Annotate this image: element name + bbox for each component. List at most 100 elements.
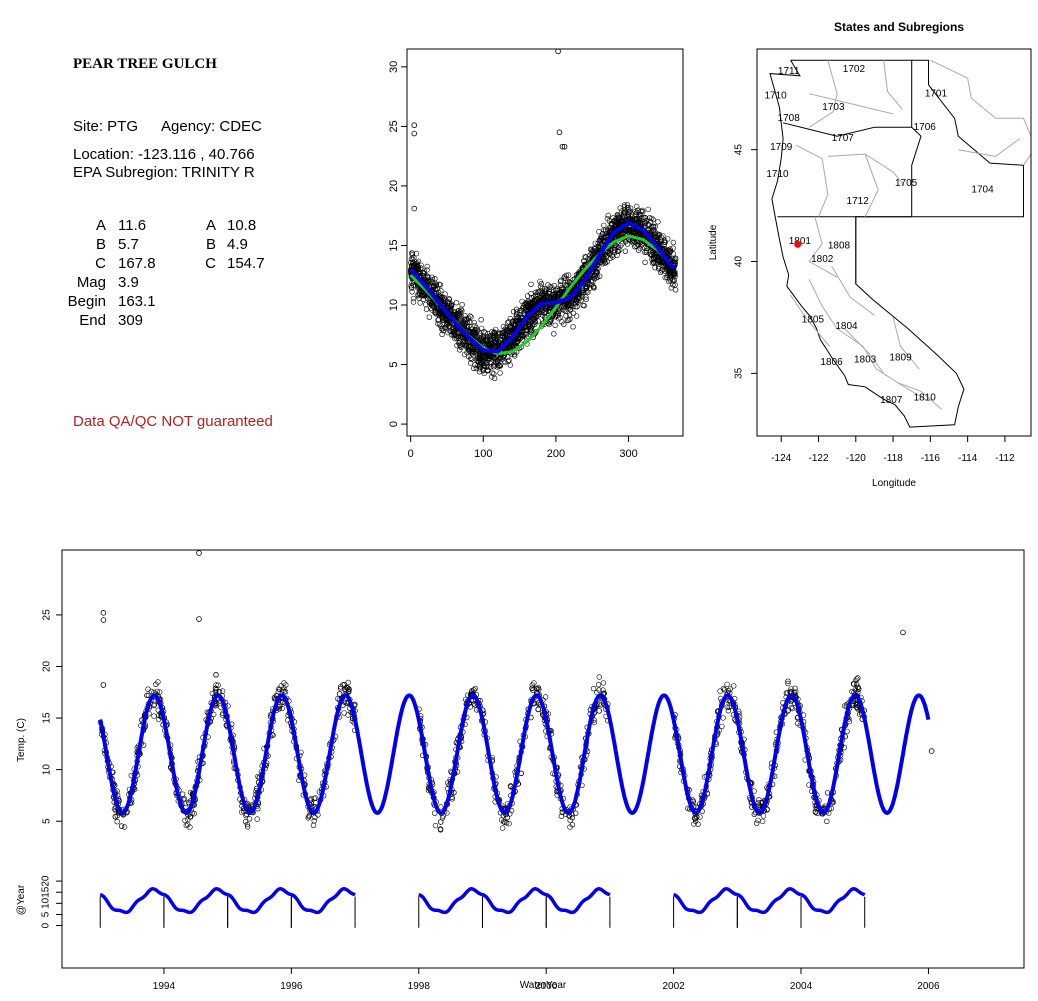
subregion-boundary: [844, 328, 885, 374]
data-point: [484, 368, 491, 374]
data-point: [495, 330, 501, 337]
temperature-timeseries-plot: 1994 1996 1998 2000 2002 2004 2006510152025Wat…: [16, 549, 1025, 992]
data-point: [615, 248, 622, 255]
data-point: [655, 266, 662, 272]
param-left-value: 309: [118, 312, 144, 329]
data-point: [464, 317, 470, 323]
annual-curve: [163, 887, 229, 915]
data-point: [460, 321, 467, 327]
data-point: [667, 277, 673, 284]
data-point: [591, 276, 598, 282]
data-point: [414, 262, 420, 269]
y-tick-label: 10: [42, 764, 53, 776]
data-point: [528, 281, 534, 287]
data-point: [481, 370, 487, 377]
y-tick-label: 25: [388, 120, 400, 132]
data-point: [595, 265, 601, 272]
data-point: [118, 823, 125, 829]
data-point: [600, 238, 607, 244]
data-point: [457, 338, 463, 344]
data-point: [620, 209, 627, 216]
data-point: [409, 250, 415, 256]
subregion-boundary: [1023, 153, 1031, 166]
data-point: [624, 241, 631, 247]
data-point: [449, 329, 456, 335]
data-point: [583, 294, 589, 300]
data-point: [592, 240, 598, 247]
data-point: [497, 370, 503, 376]
region-label: 1706: [914, 122, 937, 133]
data-point: [471, 319, 477, 326]
param-left-label: Begin: [67, 293, 106, 310]
site-title: PEAR TREE GULCH: [73, 56, 217, 72]
region-label: 1702: [843, 64, 866, 75]
data-point: [504, 320, 511, 326]
data-point: [491, 375, 498, 381]
data-point: [585, 289, 591, 295]
data-point: [254, 816, 260, 822]
data-point: [440, 328, 446, 334]
data-point: [475, 358, 481, 364]
region-label: 1703: [822, 102, 845, 113]
data-point: [562, 308, 569, 315]
subregion-boundary: [795, 144, 829, 217]
data-point: [491, 329, 497, 335]
data-point: [559, 284, 565, 291]
data-point: [551, 331, 557, 337]
data-point: [472, 322, 478, 329]
data-point: [511, 340, 518, 346]
data-point: [535, 289, 541, 296]
data-point: [720, 715, 726, 721]
data-point: [590, 284, 596, 290]
region-label: 1809: [889, 352, 912, 363]
data-point: [621, 202, 628, 208]
data-point: [179, 791, 186, 797]
data-point: [428, 305, 434, 311]
data-point: [409, 252, 415, 258]
data-point: [341, 710, 347, 716]
data-point: [471, 365, 477, 371]
data-point: [311, 818, 317, 824]
param-right-label: A: [205, 217, 216, 234]
data-point: [454, 330, 461, 336]
data-point: [616, 217, 623, 223]
data-point: [573, 313, 580, 319]
region-label: 1711: [778, 66, 800, 77]
outlier-point: [411, 122, 418, 129]
y-tick-label: 5: [41, 911, 52, 917]
param-right-label: B: [205, 236, 216, 253]
data-point: [493, 339, 499, 346]
x-tick-label: -120: [846, 453, 866, 464]
outlier-point: [411, 205, 418, 212]
data-point: [151, 713, 157, 719]
data-point: [538, 281, 545, 287]
data-point: [450, 327, 457, 333]
data-point: [456, 340, 462, 346]
y-tick-label: 25: [42, 609, 53, 621]
data-point: [437, 282, 443, 288]
data-point: [615, 213, 622, 220]
x-tick-label: 1996: [280, 981, 303, 992]
region-label: 1709: [770, 142, 793, 153]
x-tick-label: 200: [547, 448, 565, 460]
data-point: [638, 208, 644, 215]
data-point: [624, 202, 631, 208]
region-label: 1810: [914, 393, 937, 404]
data-point: [619, 240, 625, 247]
data-point: [432, 276, 438, 282]
region-label: 1806: [820, 357, 843, 368]
x-tick-label: -114: [958, 453, 978, 464]
region-label: 1705: [895, 178, 918, 189]
data-point: [424, 263, 430, 270]
map-title: States and Subregions: [834, 20, 964, 34]
region-label: 1701: [925, 88, 948, 99]
state-border: [911, 60, 922, 217]
data-point: [497, 363, 504, 369]
param-right-label: C: [205, 255, 216, 272]
data-point: [647, 219, 654, 225]
data-point: [642, 259, 648, 265]
data-point: [649, 256, 655, 262]
observation-points: [97, 672, 868, 833]
data-point: [661, 268, 668, 274]
